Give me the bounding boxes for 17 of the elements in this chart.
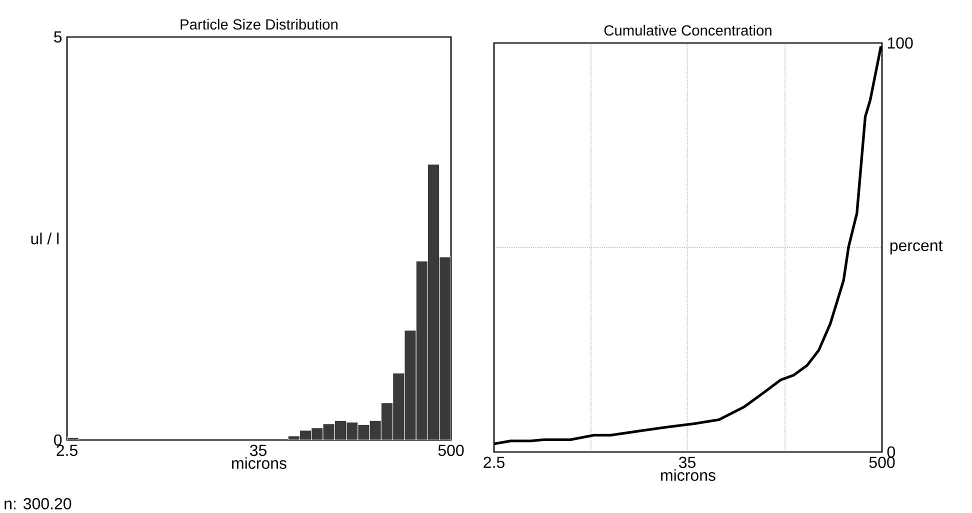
y-tick-label: 100 bbox=[888, 37, 913, 49]
text: n: 300.20 bbox=[4, 498, 72, 510]
y-axis-title: percent bbox=[890, 240, 943, 254]
x-axis-title: microns bbox=[232, 457, 286, 469]
x-tick-label: 35 bbox=[250, 444, 266, 456]
chart-title: Particle Size Distribution bbox=[180, 18, 338, 30]
x-tick-label: 35 bbox=[678, 456, 696, 468]
chart-title: Cumulative Concentration bbox=[604, 24, 772, 36]
y-tick-label: 0 bbox=[54, 434, 62, 446]
x-tick-label: 500 bbox=[438, 444, 464, 456]
x-tick-label: 2.5 bbox=[56, 444, 78, 456]
x-axis-title: microns bbox=[661, 469, 716, 481]
x-tick-label: 2.5 bbox=[484, 456, 504, 468]
y-axis-title: ul / l bbox=[31, 232, 59, 244]
y-tick-label: 0 bbox=[887, 446, 895, 458]
y-tick-label: 5 bbox=[54, 31, 62, 43]
x-tick-label: 500 bbox=[869, 456, 895, 468]
